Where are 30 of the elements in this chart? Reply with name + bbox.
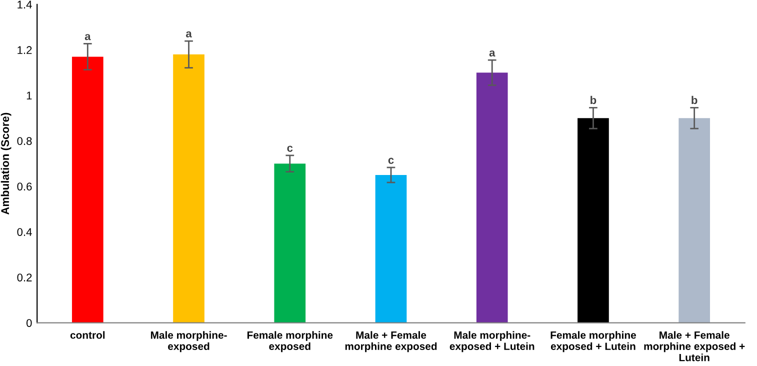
annotation: b [590, 96, 596, 104]
y-tick-label: 0.4 [17, 228, 32, 236]
bar [274, 164, 306, 323]
x-tick-label: control [70, 331, 105, 339]
annotation: a [186, 31, 192, 38]
bar [375, 174, 407, 323]
bar [678, 118, 710, 323]
x-tick-label: Female morphine exposed [247, 331, 333, 352]
y-tick-label: 0.2 [17, 274, 32, 282]
y-tick-label: 1.2 [18, 46, 32, 54]
y-tick-label: 0.6 [17, 182, 32, 190]
bar [173, 54, 204, 323]
annotation: c [388, 158, 394, 164]
x-tick-label: Female morphine exposed + Lutein [550, 331, 636, 352]
bar [72, 56, 104, 323]
x-tick-label: Male + Female morphine exposed [345, 331, 437, 352]
y-tick-label: 0 [26, 319, 32, 327]
x-tick-label: Male morphine- exposed + Lutein [450, 331, 534, 352]
x-tick-label: Male morphine- exposed [150, 331, 227, 352]
y-tick-label: 0.8 [17, 137, 32, 145]
y-tick-label: 1.4 [18, 0, 32, 8]
y-tick-label: 1 [26, 92, 32, 100]
x-tick-label: Male + Female morphine exposed + Lutein [644, 331, 745, 362]
y-axis-title: Ambulation (Score) [0, 112, 12, 215]
annotation: b [692, 96, 698, 104]
annotation: a [84, 34, 91, 40]
bar [476, 72, 508, 323]
annotation: a [489, 50, 496, 57]
annotation: c [287, 146, 293, 152]
bar [578, 118, 609, 323]
